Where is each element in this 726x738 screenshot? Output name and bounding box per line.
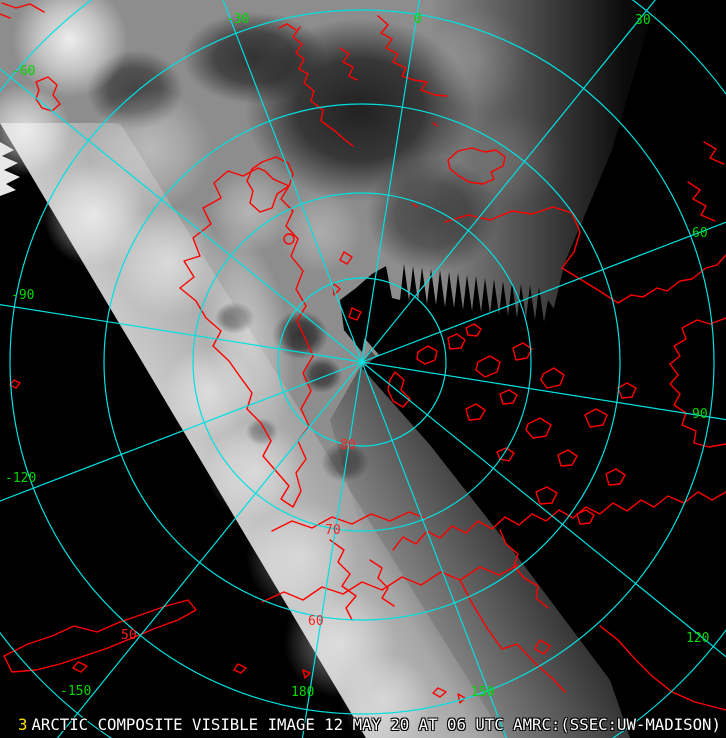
- meridian-line: [361, 0, 656, 363]
- longitude-label: -60: [12, 64, 36, 79]
- longitude-label: -150: [60, 684, 92, 699]
- meridian-line: [301, 361, 363, 738]
- meridian-line: [0, 304, 363, 363]
- latitude-circle: [277, 277, 447, 447]
- latitude-label: 60: [308, 614, 324, 629]
- meridian-line: [0, 68, 363, 363]
- meridian-line: [361, 221, 726, 363]
- longitude-label: 150: [471, 685, 495, 700]
- caption-text: ARCTIC COMPOSITE VISIBLE IMAGE 12 MAY 20…: [31, 715, 721, 734]
- meridian-line: [361, 0, 420, 363]
- longitude-label: -90: [11, 288, 35, 303]
- latitude-circle: [103, 103, 621, 621]
- longitude-label: 120: [686, 631, 710, 646]
- sawtooth-missing-data: [340, 264, 643, 540]
- longitude-label: -30: [226, 12, 250, 27]
- meridian-line: [56, 361, 363, 738]
- latitude-circle: [192, 192, 532, 532]
- latitude-circle: [9, 9, 715, 715]
- longitude-label: -120: [5, 471, 37, 486]
- longitude-label: 90: [692, 407, 708, 422]
- frame-number: 3: [18, 715, 28, 734]
- meridian-line: [361, 361, 726, 658]
- longitude-label: 180: [291, 685, 315, 700]
- latitude-label: 50: [121, 628, 137, 643]
- latitude-label: 70: [325, 523, 341, 538]
- meridian-line: [222, 0, 363, 363]
- meridian-line: [0, 361, 363, 502]
- meridian-line: [361, 361, 507, 738]
- longitude-label: 30: [635, 13, 651, 28]
- latitude-label: 80: [340, 438, 356, 453]
- meridian-line: [361, 361, 726, 421]
- longitude-label: 60: [692, 226, 708, 241]
- caption: 3 ARCTIC COMPOSITE VISIBLE IMAGE 12 MAY 2…: [18, 716, 721, 733]
- longitude-label: 0: [414, 12, 422, 27]
